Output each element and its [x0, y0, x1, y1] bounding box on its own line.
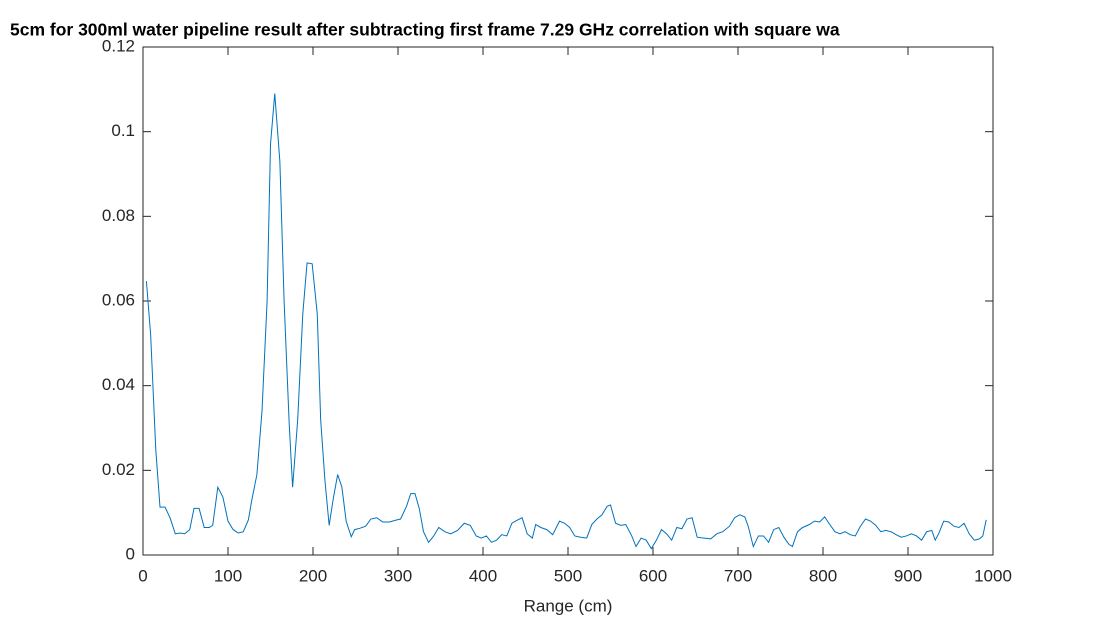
- x-tick-label: 800: [809, 566, 837, 585]
- plot-area: [142, 46, 994, 556]
- x-tick-label: 300: [384, 566, 412, 585]
- x-tick-label: 400: [469, 566, 497, 585]
- y-tick-label: 0.02: [102, 460, 135, 479]
- y-tick-label: 0.12: [102, 36, 135, 55]
- y-tick-label: 0.1: [111, 121, 135, 140]
- x-tick-label: 700: [724, 566, 752, 585]
- chart-title: 5cm for 300ml water pipeline result afte…: [10, 20, 840, 40]
- x-axis-label: Range (cm): [524, 596, 613, 615]
- x-tick-label: 1000: [974, 566, 1012, 585]
- x-tick-label: 0: [138, 566, 147, 585]
- data-line: [145, 93, 987, 550]
- x-tick-label: 100: [214, 566, 242, 585]
- x-tick-label: 200: [299, 566, 327, 585]
- x-tick-label: 900: [894, 566, 922, 585]
- y-tick-label: 0: [126, 544, 135, 563]
- y-tick-label: 0.08: [102, 206, 135, 225]
- x-tick-label: 600: [639, 566, 667, 585]
- y-tick-label: 0.04: [102, 375, 135, 394]
- y-tick-label: 0.06: [102, 290, 135, 309]
- x-tick-label: 500: [554, 566, 582, 585]
